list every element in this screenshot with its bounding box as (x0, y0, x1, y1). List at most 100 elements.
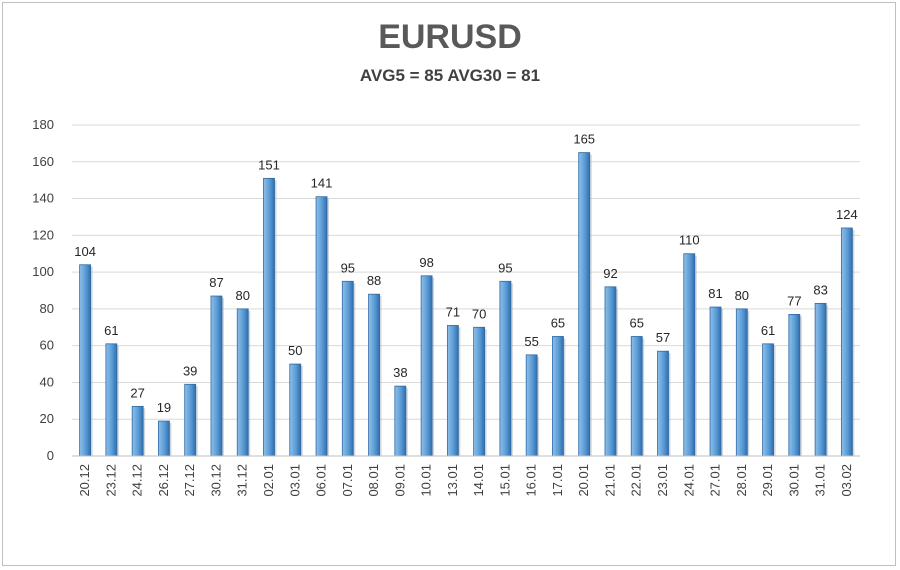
x-tick-label: 23.12 (103, 464, 118, 497)
x-tick-label: 24.12 (130, 464, 145, 497)
bar-29.01: 61 (761, 323, 776, 457)
data-label: 61 (761, 323, 775, 338)
bar (709, 306, 722, 457)
bar (814, 302, 827, 457)
y-tick-label: 60 (40, 338, 54, 353)
bar-31.12: 80 (235, 288, 251, 457)
y-tick-label: 180 (32, 117, 54, 132)
data-label: 95 (498, 260, 512, 275)
x-tick-label: 26.12 (156, 464, 171, 497)
bar (499, 280, 512, 457)
data-label: 80 (735, 288, 749, 303)
data-label: 70 (472, 306, 486, 321)
bar-16.01: 55 (524, 334, 540, 457)
bar-22.01: 65 (629, 315, 645, 457)
y-tick-label: 140 (32, 191, 54, 206)
y-tick-label: 100 (32, 264, 54, 279)
bar-27.01: 81 (708, 286, 724, 457)
x-tick-label: 06.01 (314, 464, 329, 497)
data-label: 141 (311, 176, 333, 191)
bar-20.12: 104 (74, 244, 96, 457)
bar (762, 343, 774, 457)
data-label: 77 (787, 293, 801, 308)
data-label: 71 (446, 304, 460, 319)
bar (420, 275, 433, 457)
x-tick-label: 31.12 (235, 464, 250, 497)
y-tick-label: 160 (32, 154, 54, 169)
data-label: 80 (235, 288, 249, 303)
x-tick-label: 30.12 (208, 464, 223, 497)
bar (158, 420, 170, 457)
bar-21.01: 92 (603, 266, 618, 457)
bar (525, 354, 538, 457)
x-tick-label: 24.01 (681, 464, 696, 497)
bar (263, 177, 275, 457)
bar (578, 152, 591, 457)
data-label: 88 (367, 273, 381, 288)
x-tick-label: 03.02 (839, 464, 854, 497)
data-label: 65 (629, 315, 643, 330)
bar-26.12: 19 (157, 400, 172, 457)
bars: 104 61 27 19 39 87 80 151 50 141 95 88 38 98 71 70 95 55 6… (74, 132, 858, 457)
bar-03.01: 50 (288, 343, 303, 457)
data-label: 104 (74, 244, 96, 259)
data-label: 124 (836, 207, 858, 222)
x-tick-label: 22.01 (629, 464, 644, 497)
bar-14.01: 70 (472, 306, 487, 457)
x-tick-label: 29.01 (760, 464, 775, 497)
data-label: 110 (679, 233, 700, 248)
bar (657, 350, 669, 457)
bar-10.01: 98 (419, 255, 435, 457)
bar-02.01: 151 (258, 157, 280, 457)
x-tick-label: 14.01 (471, 464, 486, 497)
bar (184, 383, 197, 457)
x-tick-label: 30.01 (786, 464, 801, 497)
y-tick-label: 80 (40, 301, 54, 316)
bar-08.01: 88 (367, 273, 382, 457)
data-label: 87 (209, 275, 223, 290)
data-label: 38 (393, 365, 407, 380)
bar (446, 325, 459, 457)
x-tick-label: 13.01 (445, 464, 460, 497)
bar (315, 196, 328, 457)
x-tick-label: 27.01 (708, 464, 723, 497)
bar-09.01: 38 (393, 365, 408, 457)
y-axis: 0 20 40 60 80 100 120 140 160 180 (32, 117, 54, 463)
bar (604, 286, 617, 457)
bar (840, 227, 853, 457)
x-tick-label: 23.01 (655, 464, 670, 497)
x-tick-label: 16.01 (524, 464, 539, 497)
data-label: 95 (341, 260, 355, 275)
bar-03.02: 124 (836, 207, 858, 457)
bar (394, 385, 407, 457)
bar-24.12: 27 (130, 385, 146, 457)
x-tick-label: 10.01 (419, 464, 434, 497)
bar-20.01: 165 (573, 132, 595, 457)
bar-23.01: 57 (656, 330, 671, 457)
data-label: 92 (603, 266, 617, 281)
x-axis: 20.12 23.12 24.12 26.12 27.12 30.12 31.12 02.01… (72, 455, 860, 497)
data-label: 98 (419, 255, 433, 270)
x-tick-label: 28.01 (734, 464, 749, 497)
x-tick-label: 17.01 (550, 464, 565, 497)
data-label: 151 (258, 157, 280, 172)
y-tick-label: 0 (47, 448, 54, 463)
bar-06.01: 141 (311, 176, 333, 457)
bar (341, 280, 354, 457)
x-tick-label: 09.01 (392, 464, 407, 497)
data-label: 39 (183, 363, 197, 378)
bar (788, 314, 801, 457)
bar (210, 295, 223, 457)
x-tick-label: 08.01 (366, 464, 381, 497)
chart-title: EURUSD (378, 18, 522, 56)
x-tick-label: 20.12 (77, 464, 92, 497)
x-tick-label: 03.01 (287, 464, 302, 497)
x-tick-label: 31.01 (813, 464, 828, 497)
data-label: 55 (524, 334, 538, 349)
data-label: 61 (104, 323, 118, 338)
bar (735, 308, 748, 457)
bar-28.01: 80 (735, 288, 750, 457)
bar (131, 405, 144, 457)
bar-30.12: 87 (209, 275, 224, 457)
